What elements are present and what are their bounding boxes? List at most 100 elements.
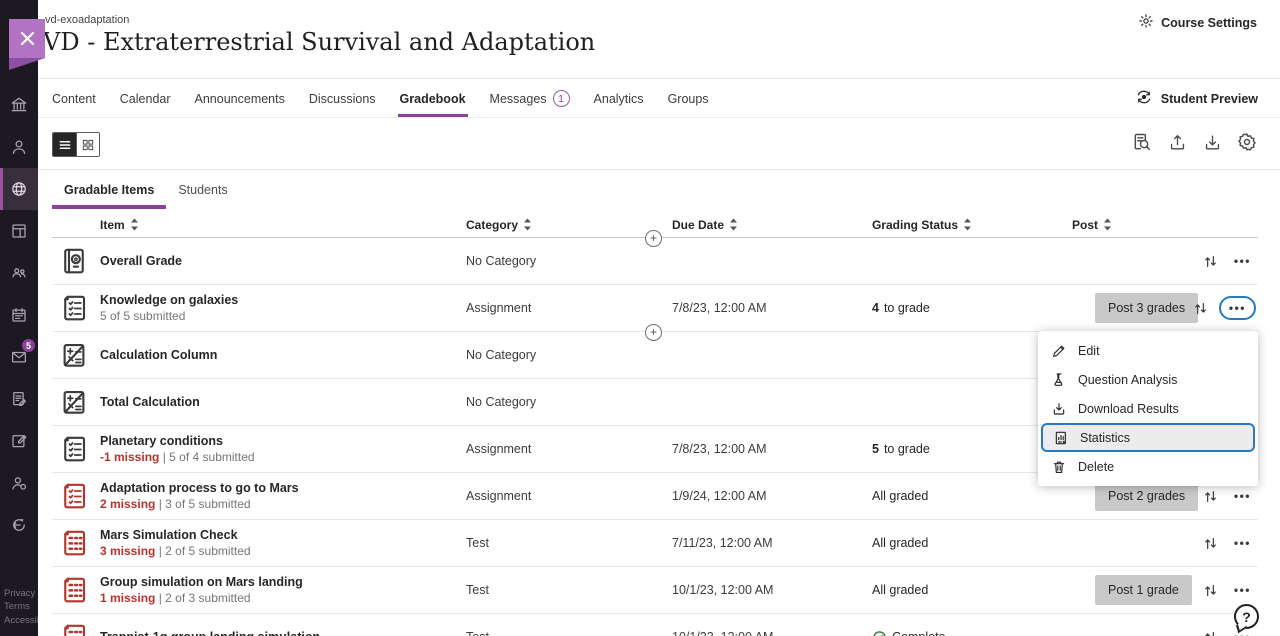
menu-item-statistics[interactable]: Statistics [1041, 423, 1255, 452]
reorder-icon[interactable] [1202, 582, 1219, 599]
column-header-grading-status[interactable]: Grading Status [872, 218, 1072, 232]
submitted-count: 2 of 3 submitted [165, 591, 251, 605]
calculation-icon [58, 337, 90, 373]
item-name-link[interactable]: Adaptation process to go to Mars [100, 481, 299, 495]
grading-status-text: to grade [883, 442, 930, 456]
menu-item-delete[interactable]: Delete [1038, 452, 1258, 481]
row-actions-cell: ••• [1205, 486, 1258, 506]
post-grades-button[interactable]: Post 1 grade [1095, 575, 1192, 605]
item-name-link[interactable]: Planetary conditions [100, 434, 223, 448]
item-name-link[interactable]: Calculation Column [100, 348, 218, 362]
grading-status-cell: All graded [872, 583, 1072, 597]
item-icon-cell [52, 619, 100, 636]
item-name-link[interactable]: Mars Simulation Check [100, 528, 238, 542]
sidebar-item-groups[interactable] [0, 252, 38, 294]
tab-content[interactable]: Content [40, 80, 108, 117]
sidebar-item-messages[interactable]: 5 [0, 336, 38, 378]
column-header-post[interactable]: Post [1072, 218, 1206, 232]
sidebar-item-sign-out[interactable] [0, 504, 38, 546]
tab-groups[interactable]: Groups [656, 80, 721, 117]
messages-count-badge: 1 [552, 90, 570, 107]
add-item-button[interactable]: + [645, 230, 662, 247]
sidebar-item-tools[interactable] [0, 420, 38, 462]
sidebar-item-profile[interactable] [0, 126, 38, 168]
sidebar-item-courses[interactable] [0, 168, 38, 210]
search-records-button[interactable] [1131, 131, 1153, 153]
list-view-button[interactable] [53, 133, 76, 156]
sidebar-item-directory[interactable] [0, 462, 38, 504]
tab-analytics[interactable]: Analytics [582, 80, 656, 117]
column-header-due-date[interactable]: Due Date [672, 218, 872, 232]
due-date-cell: 7/11/23, 12:00 AM [672, 536, 773, 550]
sidebar-item-organizations[interactable] [0, 210, 38, 252]
close-course-button[interactable] [9, 19, 45, 70]
reorder-icon[interactable] [1202, 253, 1219, 270]
more-options-button[interactable]: ••• [1229, 486, 1256, 506]
tab-messages[interactable]: Messages 1 [478, 80, 582, 117]
question-analysis-icon [1050, 372, 1067, 388]
item-submission-status: 5 of 5 submitted [100, 309, 456, 323]
reorder-icon[interactable] [1202, 629, 1219, 636]
student-preview-button[interactable]: Student Preview [1135, 80, 1258, 117]
sidebar-item-calendar[interactable] [0, 294, 38, 336]
subtab-students[interactable]: Students [178, 183, 228, 197]
sidebar-item-grades[interactable] [0, 378, 38, 420]
subtab-gradable-items[interactable]: Gradable Items [52, 174, 167, 209]
missing-count: -1 missing [100, 450, 160, 464]
settings-icon [1237, 132, 1257, 152]
course-settings-button[interactable]: Course Settings [1138, 13, 1257, 32]
item-cell: Total Calculation [100, 395, 466, 409]
item-name-link[interactable]: Knowledge on galaxies [100, 293, 239, 307]
more-options-button[interactable]: ••• [1229, 533, 1256, 553]
delete-icon [1050, 459, 1067, 475]
submitted-count: 2 of 5 submitted [165, 544, 251, 558]
tab-calendar[interactable]: Calendar [108, 80, 183, 117]
grid-view-button[interactable] [76, 133, 99, 156]
item-name-link[interactable]: Group simulation on Mars landing [100, 575, 303, 589]
institution-icon [10, 96, 28, 114]
item-name-link[interactable]: Overall Grade [100, 254, 182, 268]
sidebar-item-institution[interactable] [0, 84, 38, 126]
grading-status-text: All graded [872, 583, 929, 597]
menu-item-download-results[interactable]: Download Results [1038, 394, 1258, 423]
item-icon-cell [52, 572, 100, 608]
more-options-button[interactable]: ••• [1229, 251, 1256, 271]
help-button[interactable]: ? [1234, 604, 1259, 629]
download-button[interactable] [1201, 131, 1223, 153]
reorder-icon[interactable] [1192, 300, 1209, 317]
post-grades-button[interactable]: Post 2 grades [1095, 481, 1199, 511]
menu-item-question-analysis[interactable]: Question Analysis [1038, 365, 1258, 394]
item-submission-status: 1 missing | 2 of 3 submitted [100, 591, 251, 605]
tab-gradebook[interactable]: Gradebook [388, 80, 478, 117]
more-options-button[interactable]: ••• [1218, 296, 1256, 320]
column-label: Post [1072, 217, 1099, 232]
grading-status-cell: 5 to grade [872, 442, 1072, 456]
due-date-cell: 7/8/23, 12:00 AM [672, 301, 767, 315]
reorder-icon[interactable] [1202, 488, 1219, 505]
sort-icon [963, 218, 972, 231]
item-name-link[interactable]: Total Calculation [100, 395, 200, 409]
item-name-link[interactable]: Trappist-1g group landing simulation [100, 630, 456, 636]
more-options-button[interactable]: ••• [1229, 580, 1256, 600]
tab-discussions[interactable]: Discussions [297, 80, 388, 117]
table-row: Mars Simulation Check 3 missing | 2 of 5 … [52, 520, 1258, 567]
footer-link[interactable]: Privacy [4, 587, 36, 599]
post-grades-button[interactable]: Post 3 grades [1095, 293, 1199, 323]
category-cell: No Category [466, 395, 537, 409]
column-header-category[interactable]: Category [466, 218, 672, 232]
category-cell: Test [466, 583, 489, 597]
item-cell: Calculation Column [100, 348, 466, 362]
settings-button[interactable] [1236, 131, 1258, 153]
column-header-item[interactable]: Item [100, 218, 466, 232]
footer-link[interactable]: Accessibility [4, 615, 38, 627]
item-icon-cell [52, 478, 100, 514]
upload-button[interactable] [1166, 131, 1188, 153]
reorder-icon[interactable] [1202, 535, 1219, 552]
tab-announcements[interactable]: Announcements [183, 80, 297, 117]
courses-icon [10, 180, 28, 198]
add-item-button[interactable]: + [645, 324, 662, 341]
more-options-button[interactable]: ••• [1229, 627, 1256, 636]
menu-item-edit[interactable]: Edit [1038, 336, 1258, 365]
menu-item-label: Download Results [1078, 401, 1179, 416]
footer-link[interactable]: Terms [4, 601, 30, 613]
